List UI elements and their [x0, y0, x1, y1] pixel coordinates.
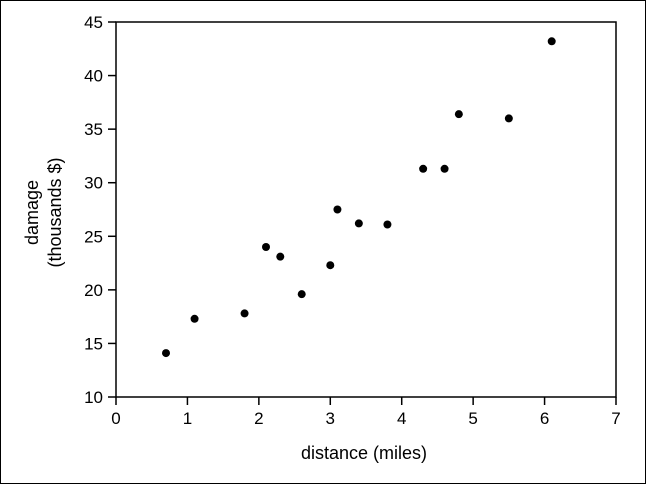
data-point: [419, 164, 428, 173]
y-axis-label-line-1: damage: [22, 180, 42, 245]
x-tick-label: 7: [611, 409, 620, 428]
x-tick-label: 0: [111, 409, 120, 428]
x-tick-label: 1: [183, 409, 192, 428]
y-axis-label-line-2: (thousands $): [45, 157, 65, 267]
x-axis-label: distance (miles): [301, 443, 427, 463]
x-tick-label: 2: [254, 409, 263, 428]
y-tick-label: 35: [84, 120, 103, 139]
data-point: [547, 37, 556, 46]
data-point: [454, 110, 463, 119]
data-point: [504, 114, 513, 123]
x-tick-label: 6: [540, 409, 549, 428]
plot-area: [115, 21, 617, 398]
y-tick-label: 40: [84, 67, 103, 86]
data-point: [354, 219, 363, 228]
y-tick-label: 15: [84, 334, 103, 353]
y-tick-label: 10: [84, 388, 103, 407]
x-axis-ticks: 0 1 2 3 4 5 6 7: [111, 397, 621, 428]
data-point: [262, 243, 270, 251]
y-tick-label: 45: [84, 13, 103, 32]
data-point: [240, 309, 249, 318]
x-tick-label: 3: [326, 409, 335, 428]
data-point: [333, 205, 342, 214]
data-point: [190, 314, 199, 323]
y-tick-label: 30: [84, 174, 103, 193]
x-tick-label: 5: [468, 409, 477, 428]
y-axis-ticks: 10 15 20 25 30 35 40 45: [84, 13, 116, 407]
y-tick-label: 25: [84, 227, 103, 246]
data-point: [162, 349, 170, 358]
data-points: [162, 37, 556, 358]
data-point: [383, 220, 392, 229]
x-tick-label: 4: [397, 409, 406, 428]
data-point: [276, 252, 285, 261]
data-point: [326, 261, 335, 270]
data-point: [297, 290, 306, 299]
y-tick-label: 20: [84, 281, 103, 300]
data-point: [440, 164, 449, 173]
